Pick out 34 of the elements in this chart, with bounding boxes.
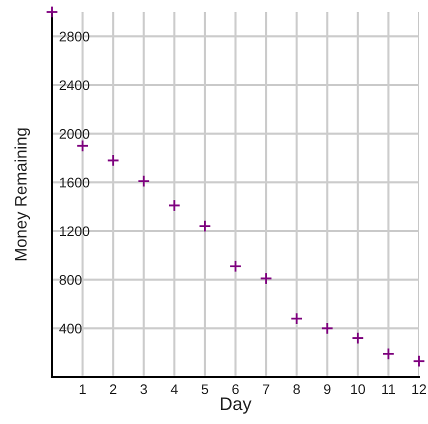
- y-tick-label: 2400: [60, 80, 90, 90]
- y-tick-label: 400: [59, 324, 82, 334]
- x-tick-label: 8: [293, 384, 300, 394]
- x-tick-label: 10: [351, 384, 366, 394]
- x-tick-label: 7: [262, 384, 270, 394]
- y-tick-label: 1600: [60, 178, 90, 188]
- point: [106, 154, 120, 167]
- x-tick-label: 11: [382, 384, 395, 394]
- point: [46, 6, 58, 18]
- point: [137, 174, 150, 188]
- y-tick-label: 800: [60, 275, 82, 285]
- x-tick-label: 9: [324, 384, 330, 394]
- point: [320, 322, 334, 335]
- x-tick-label: 1: [80, 384, 86, 394]
- point: [352, 332, 364, 344]
- point: [290, 312, 303, 325]
- point: [260, 272, 272, 285]
- x-tick-label: 2: [110, 384, 116, 394]
- x-tick-label: 6: [232, 384, 239, 394]
- y-tick-label: 1200: [60, 226, 90, 236]
- x-axis-title: Day: [220, 398, 252, 414]
- x-tick-label: 12: [412, 384, 426, 394]
- x-tick-label: 4: [170, 384, 178, 394]
- x-tick-label: 5: [202, 384, 208, 394]
- point: [412, 354, 426, 368]
- x-tick-label: 3: [140, 384, 147, 394]
- point: [229, 260, 242, 273]
- point: [76, 140, 89, 152]
- point: [198, 220, 212, 232]
- y-axis-title: Money Remaining: [14, 128, 30, 260]
- point: [168, 199, 181, 212]
- point: [382, 348, 395, 360]
- y-tick-label: 2800: [60, 32, 90, 42]
- y-tick-label: 2000: [60, 129, 90, 139]
